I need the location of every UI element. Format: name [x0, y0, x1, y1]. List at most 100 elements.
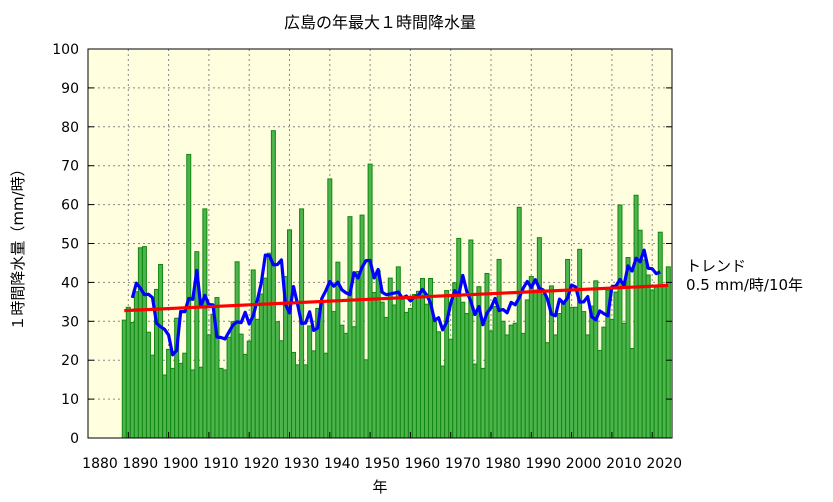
x-tick-label: 1940	[324, 456, 360, 472]
bar-1994	[544, 342, 550, 439]
bar-1924	[262, 277, 268, 439]
bar-1950	[367, 163, 373, 439]
y-tick-label: 0	[70, 431, 79, 447]
x-tick-label: 1980	[485, 456, 521, 472]
bar-1987	[516, 206, 522, 439]
bar-2024	[665, 266, 671, 439]
bar-2014	[625, 257, 631, 439]
bar-1991	[532, 289, 538, 439]
bar-1942	[335, 261, 341, 439]
chart-title: 広島の年最大１時間降水量	[284, 13, 476, 32]
bar-2010	[609, 318, 615, 439]
bar-1999	[565, 258, 571, 439]
trend-label: トレンド	[686, 257, 746, 275]
bar-1908	[198, 366, 204, 439]
x-tick-label: 1910	[203, 456, 239, 472]
bar-1981	[492, 306, 498, 439]
bar-1997	[557, 313, 563, 439]
bar-2016	[633, 194, 639, 439]
bar-1930	[287, 229, 292, 439]
bar-1992	[536, 237, 542, 439]
bar-1972	[456, 237, 462, 439]
y-tick-label: 50	[61, 237, 79, 253]
bar-1974	[464, 313, 470, 439]
bar-1970	[448, 338, 454, 439]
bar-1904	[182, 352, 188, 439]
bar-2022	[657, 231, 663, 439]
y-tick-label: 60	[61, 198, 79, 214]
bar-1932	[295, 364, 301, 439]
bar-1917	[234, 261, 240, 439]
bar-1945	[347, 216, 353, 439]
bar-1964	[424, 303, 430, 439]
bar-1956	[391, 304, 397, 439]
bar-2004	[585, 334, 591, 439]
bar-1922	[254, 318, 260, 439]
bar-1961	[411, 293, 417, 439]
bar-1920	[246, 340, 252, 439]
bar-1998	[561, 301, 567, 439]
x-tick-label: 2020	[646, 456, 682, 472]
bar-2008	[601, 326, 607, 439]
x-tick-label: 1930	[284, 456, 320, 472]
bar-2003	[581, 311, 587, 439]
bar-1941	[331, 311, 337, 439]
bar-1944	[343, 332, 349, 439]
bar-1923	[258, 293, 264, 439]
bar-1982	[496, 258, 502, 439]
bar-1905	[186, 153, 192, 439]
y-tick-label: 80	[61, 120, 79, 136]
bar-2020	[649, 289, 655, 439]
x-tick-label: 2010	[606, 456, 642, 472]
y-tick-label: 20	[61, 353, 79, 369]
bar-2000	[569, 306, 575, 439]
bar-1939	[323, 352, 329, 439]
bar-1906	[190, 369, 196, 439]
bar-1936	[311, 350, 317, 439]
bar-1909	[202, 208, 208, 439]
bar-1916	[230, 321, 236, 439]
y-tick-label: 70	[61, 159, 79, 175]
bar-1901	[170, 367, 176, 439]
bar-1954	[383, 316, 389, 439]
x-tick-label: 1920	[243, 456, 279, 472]
bar-1980	[488, 330, 494, 439]
bar-1967	[436, 331, 442, 439]
bar-2021	[653, 285, 659, 439]
bar-1931	[291, 351, 297, 439]
bar-1889	[121, 319, 127, 439]
x-tick-label: 1960	[405, 456, 441, 472]
bar-1919	[242, 353, 248, 439]
bar-2013	[621, 322, 627, 439]
bar-1949	[363, 359, 369, 439]
bar-2023	[661, 283, 667, 439]
bar-1928	[278, 340, 284, 439]
bar-1979	[484, 272, 490, 439]
bar-1899	[162, 374, 168, 439]
bar-1915	[226, 336, 232, 439]
bar-2011	[613, 291, 619, 439]
x-axis-label: 年	[372, 478, 387, 496]
bar-1988	[520, 332, 526, 439]
trend-value-label: 0.5 mm/時/10年	[686, 276, 803, 294]
bar-1966	[432, 321, 438, 439]
bar-1959	[403, 311, 409, 439]
bar-1893	[137, 247, 143, 439]
bar-1896	[149, 354, 155, 439]
bar-2005	[589, 305, 595, 439]
bar-1903	[178, 362, 184, 439]
bars	[121, 130, 671, 439]
bar-1968	[440, 365, 446, 439]
bar-1947	[355, 271, 361, 439]
x-tick-label: 1970	[445, 456, 481, 472]
bar-1971	[452, 282, 458, 439]
x-tick-label: 1890	[122, 456, 158, 472]
bar-1910	[206, 334, 212, 439]
bar-1960	[407, 307, 413, 439]
bar-1898	[158, 264, 164, 439]
bar-2019	[645, 274, 651, 439]
bar-1911	[210, 313, 216, 439]
bar-1946	[351, 326, 357, 439]
bar-1948	[359, 214, 365, 439]
